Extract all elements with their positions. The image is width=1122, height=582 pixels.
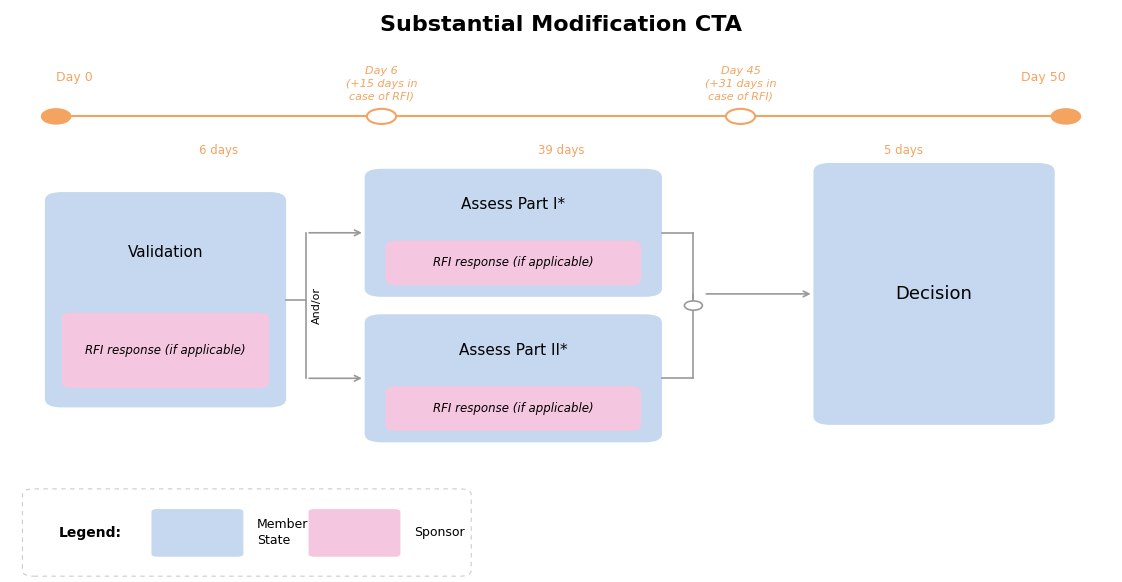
Text: Legend:: Legend: — [58, 526, 121, 540]
FancyBboxPatch shape — [309, 509, 401, 557]
Circle shape — [1051, 109, 1080, 124]
Text: Day 45
(+31 days in
case of RFI): Day 45 (+31 days in case of RFI) — [705, 66, 776, 102]
Text: Substantial Modification CTA: Substantial Modification CTA — [380, 15, 742, 34]
Text: RFI response (if applicable): RFI response (if applicable) — [433, 257, 594, 269]
Text: And/or: And/or — [312, 287, 322, 324]
FancyBboxPatch shape — [386, 386, 641, 431]
Text: 5 days: 5 days — [884, 144, 922, 157]
FancyBboxPatch shape — [151, 509, 243, 557]
Text: Sponsor: Sponsor — [414, 526, 465, 539]
FancyBboxPatch shape — [45, 192, 286, 407]
Text: RFI response (if applicable): RFI response (if applicable) — [433, 402, 594, 415]
Circle shape — [367, 109, 396, 124]
Circle shape — [42, 109, 71, 124]
FancyBboxPatch shape — [365, 314, 662, 442]
FancyBboxPatch shape — [62, 313, 269, 388]
Text: Member
State: Member State — [257, 518, 309, 547]
Text: Assess Part II*: Assess Part II* — [459, 343, 568, 357]
Text: Day 0: Day 0 — [56, 72, 93, 84]
Circle shape — [726, 109, 755, 124]
Text: Day 6
(+15 days in
case of RFI): Day 6 (+15 days in case of RFI) — [346, 66, 417, 102]
Text: Validation: Validation — [128, 245, 203, 260]
FancyBboxPatch shape — [365, 169, 662, 297]
FancyBboxPatch shape — [813, 163, 1055, 425]
Text: RFI response (if applicable): RFI response (if applicable) — [85, 344, 246, 357]
Text: Decision: Decision — [895, 285, 973, 303]
Text: 6 days: 6 days — [200, 144, 238, 157]
FancyBboxPatch shape — [386, 240, 641, 285]
Text: Assess Part I*: Assess Part I* — [461, 197, 565, 212]
FancyBboxPatch shape — [22, 489, 471, 576]
Circle shape — [684, 301, 702, 310]
Text: 39 days: 39 days — [537, 144, 585, 157]
Text: Day 50: Day 50 — [1021, 72, 1066, 84]
